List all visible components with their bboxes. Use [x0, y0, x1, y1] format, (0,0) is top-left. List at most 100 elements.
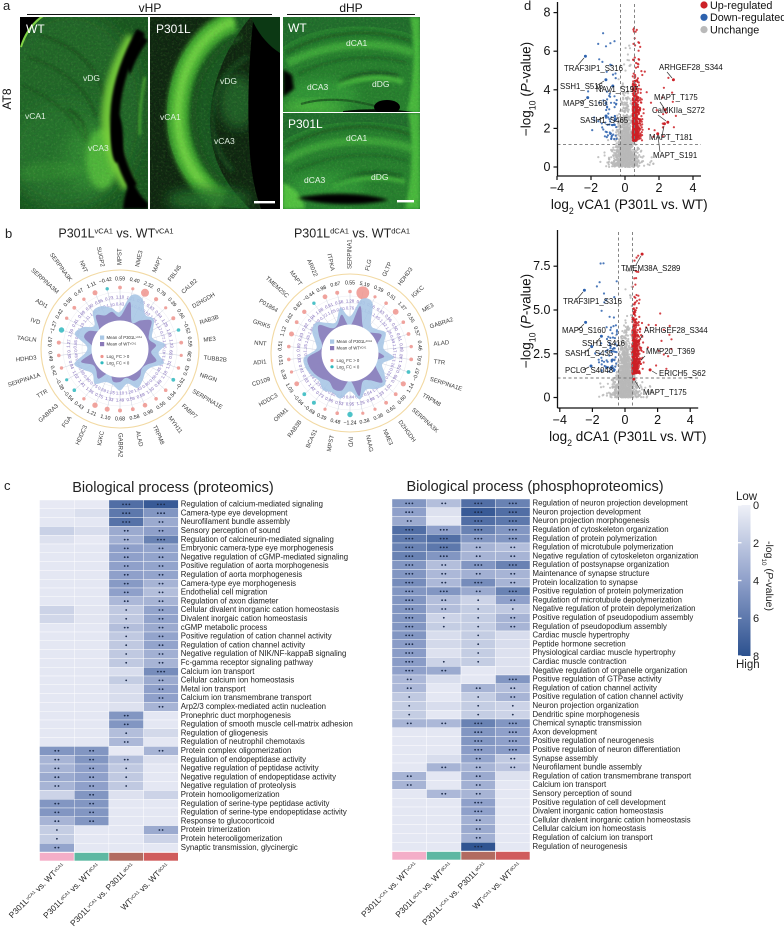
- svg-text:Positive regulation of cation: Positive regulation of cation channel ac…: [533, 692, 684, 701]
- svg-text:Negative regulation of organel: Negative regulation of organelle organiz…: [533, 666, 688, 675]
- svg-text:0.75: 0.75: [94, 392, 104, 400]
- svg-text:TTR: TTR: [36, 389, 50, 400]
- svg-text:Regulation of calcineurin-medi: Regulation of calcineurin-mediated signa…: [181, 535, 334, 544]
- svg-text:ERICH5_S62: ERICH5_S62: [659, 369, 706, 378]
- svg-text:P301LvCA1 vs. WTvCA1: P301LvCA1 vs. WTvCA1: [58, 226, 173, 241]
- svg-text:dDG: dDG: [372, 79, 389, 89]
- svg-text:RAB3B: RAB3B: [287, 420, 303, 439]
- svg-text:ME3: ME3: [421, 302, 435, 314]
- svg-text:Neuron projection morphogenesi: Neuron projection morphogenesis: [533, 516, 650, 525]
- svg-text:−log10 (P-value): −log10 (P-value): [519, 42, 538, 136]
- svg-text:TUBB2B: TUBB2B: [203, 355, 227, 363]
- svg-text:TRAF3IP1_S316: TRAF3IP1_S316: [564, 64, 623, 73]
- svg-text:Positive regulation of GTPase: Positive regulation of GTPase activity: [533, 675, 662, 684]
- svg-text:Negative regulation of NIK/NF-: Negative regulation of NIK/NF-kappaB sig…: [181, 649, 347, 658]
- svg-text:Divalent inorganic cation home: Divalent inorganic cation homeostasis: [533, 807, 664, 816]
- svg-text:0.95: 0.95: [94, 297, 104, 305]
- svg-text:0.39: 0.39: [316, 412, 328, 422]
- svg-text:1.14: 1.14: [406, 382, 416, 394]
- svg-text:0.88: 0.88: [399, 343, 405, 352]
- svg-text:Regulation of microtubule poly: Regulation of microtubule polymerization: [533, 543, 674, 552]
- svg-text:0.62: 0.62: [285, 312, 295, 324]
- svg-text:MAP9_S160: MAP9_S160: [562, 326, 606, 335]
- svg-text:SSH1_S416: SSH1_S416: [582, 339, 625, 348]
- svg-text:TRAF3IP1_S316: TRAF3IP1_S316: [563, 297, 622, 306]
- svg-text:0.84: 0.84: [68, 360, 76, 370]
- svg-text:4: 4: [544, 83, 551, 97]
- svg-text:Positive regulation of cation: Positive regulation of cation channel ac…: [181, 632, 332, 641]
- svg-text:Positive regulation of protein: Positive regulation of protein polymeriz…: [533, 587, 684, 596]
- svg-text:1.02: 1.02: [71, 370, 80, 380]
- svg-text:4: 4: [690, 181, 697, 195]
- svg-text:P301L: P301L: [288, 117, 323, 131]
- svg-text:Up-regulated: Up-regulated: [710, 0, 772, 12]
- svg-text:GABRA3: GABRA3: [38, 403, 61, 424]
- svg-text:1.33: 1.33: [105, 396, 115, 403]
- svg-text:1.33: 1.33: [375, 390, 385, 399]
- svg-text:0.50: 0.50: [391, 322, 400, 332]
- svg-text:MAPT_T181: MAPT_T181: [649, 133, 693, 142]
- svg-text:SERPINA1E: SERPINA1E: [429, 377, 463, 393]
- svg-text:Pronephric duct morphogenesis: Pronephric duct morphogenesis: [181, 711, 291, 720]
- svg-text:cGMP metabolic process: cGMP metabolic process: [181, 623, 268, 632]
- svg-text:Protein homooligomerization: Protein homooligomerization: [181, 790, 280, 799]
- svg-text:0.76: 0.76: [346, 306, 355, 311]
- svg-text:0.51: 0.51: [385, 291, 397, 302]
- svg-text:Sensory perception of sound: Sensory perception of sound: [533, 789, 632, 798]
- svg-text:Positive regulation of pseudop: Positive regulation of pseudopodium asse…: [533, 613, 694, 622]
- svg-text:GABRA2: GABRA2: [429, 317, 455, 330]
- svg-text:1.33: 1.33: [169, 339, 175, 348]
- svg-text:−0.38: −0.38: [53, 377, 65, 391]
- svg-text:0.50: 0.50: [66, 350, 72, 359]
- svg-text:−2: −2: [585, 413, 599, 427]
- svg-text:−0.62: −0.62: [175, 377, 187, 391]
- svg-text:MAPT_T175: MAPT_T175: [643, 388, 687, 397]
- svg-text:8: 8: [753, 651, 759, 663]
- svg-text:-log10 (P-value): -log10 (P-value): [761, 541, 776, 611]
- svg-text:0.55: 0.55: [405, 312, 415, 324]
- svg-text:0: 0: [622, 181, 629, 195]
- svg-text:1.26: 1.26: [385, 326, 394, 336]
- svg-text:Regulation of protein polymeri: Regulation of protein polymerization: [533, 534, 657, 543]
- svg-text:Neurofilament bundle assembly: Neurofilament bundle assembly: [533, 763, 642, 772]
- svg-text:1.43: 1.43: [133, 385, 143, 393]
- svg-text:GRIK5: GRIK5: [252, 319, 272, 330]
- svg-text:0.80: 0.80: [141, 380, 151, 389]
- svg-text:vDG: vDG: [83, 73, 100, 83]
- svg-text:0.47: 0.47: [73, 287, 85, 298]
- svg-text:Regulation of cation transmemb: Regulation of cation transmembrane trans…: [533, 771, 692, 780]
- svg-text:0.96: 0.96: [384, 313, 394, 323]
- svg-text:0.39: 0.39: [373, 285, 385, 295]
- svg-text:0.48: 0.48: [330, 418, 341, 426]
- svg-text:0.49: 0.49: [47, 351, 54, 362]
- svg-text:SUGP2: SUGP2: [95, 246, 105, 268]
- svg-text:Log2 FC > 0: Log2 FC > 0: [107, 354, 130, 361]
- svg-text:ALAD: ALAD: [134, 431, 143, 448]
- svg-text:Arp2/3 complex-mediated actin: Arp2/3 complex-mediated actin nucleation: [181, 702, 326, 711]
- svg-text:Regulation of calcium ion tran: Regulation of calcium ion transport: [533, 833, 654, 842]
- svg-text:0.43: 0.43: [116, 302, 125, 307]
- svg-text:SERPINA1: SERPINA1: [348, 239, 354, 269]
- svg-text:P301LdCA1 vs. WTdCA1: P301LdCA1 vs. WTdCA1: [294, 226, 410, 241]
- svg-text:P301L: P301L: [156, 22, 191, 36]
- svg-text:0.82: 0.82: [301, 322, 310, 332]
- svg-text:Negative regulation of endopep: Negative regulation of endopeptidase act…: [181, 772, 336, 781]
- svg-text:Calcium ion transmembrane tran: Calcium ion transmembrane transport: [181, 693, 312, 702]
- svg-text:1.01: 1.01: [383, 382, 393, 392]
- svg-text:HDHD3: HDHD3: [16, 355, 38, 363]
- svg-text:NNT: NNT: [254, 341, 267, 348]
- svg-text:Maintenance of synapse structu: Maintenance of synapse structure: [533, 569, 650, 578]
- svg-text:0.58: 0.58: [129, 414, 140, 422]
- svg-text:1.36: 1.36: [85, 386, 95, 395]
- svg-text:−0.42: −0.42: [98, 277, 112, 286]
- svg-text:Regulation of smooth muscle ce: Regulation of smooth muscle cell-matrix …: [181, 720, 353, 729]
- svg-text:0.73: 0.73: [105, 295, 115, 302]
- svg-text:1.48: 1.48: [307, 325, 316, 335]
- svg-text:1.03: 1.03: [284, 382, 294, 394]
- svg-text:NAAG: NAAG: [364, 435, 373, 453]
- svg-text:−1.27: −1.27: [49, 320, 59, 334]
- svg-text:WT: WT: [288, 21, 307, 35]
- svg-text:0.59: 0.59: [126, 396, 136, 403]
- svg-text:0.42: 0.42: [55, 308, 65, 320]
- svg-text:ARHGEF28_S344: ARHGEF28_S344: [644, 326, 708, 335]
